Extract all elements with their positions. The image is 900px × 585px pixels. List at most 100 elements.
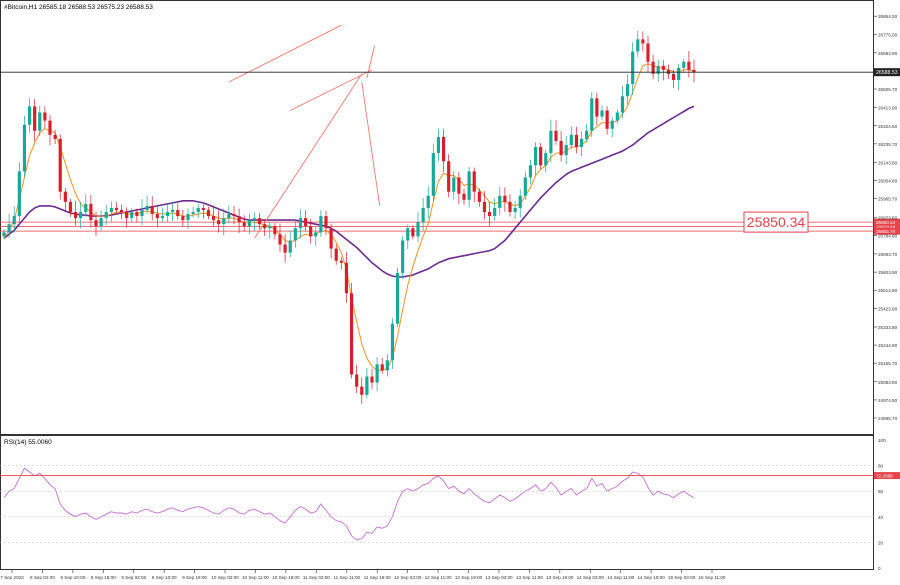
candle-body <box>2 232 6 237</box>
candle-body <box>263 224 267 229</box>
candle-body <box>549 130 553 154</box>
candle-body <box>160 216 165 219</box>
candle-body <box>677 67 681 81</box>
candle-body <box>595 98 599 117</box>
x-tick-label: 7 Sep 2023 <box>0 575 24 580</box>
x-tick-label: 10 Sep 02:00 <box>211 575 239 580</box>
candle-body <box>217 220 221 225</box>
candle-body <box>559 140 563 156</box>
candle-body <box>314 232 318 237</box>
y-tick-label: 25784.80 <box>878 233 898 238</box>
candle-body <box>605 110 609 129</box>
candle-body <box>201 207 205 210</box>
candle-body <box>406 228 410 241</box>
candle-body <box>94 220 98 227</box>
rsi-level-tag <box>874 472 900 480</box>
candle-body <box>155 214 159 219</box>
y-tick-label: 26324.60 <box>878 124 898 129</box>
candle-body <box>462 193 466 200</box>
candle-body <box>176 209 180 217</box>
candle-body <box>227 214 231 219</box>
candle-body <box>12 216 16 225</box>
y-tick-label: 25155.70 <box>878 361 898 366</box>
candle-body <box>171 209 175 213</box>
candle-body <box>539 147 543 166</box>
candle-body <box>303 218 308 227</box>
candle-body <box>600 110 604 117</box>
candle-body <box>63 191 67 202</box>
x-tick-label: 14 Sep 19:00 <box>637 575 665 580</box>
candle-body <box>99 218 103 227</box>
x-tick-label: 11 Sep 19:00 <box>364 575 391 580</box>
candle-body <box>467 171 471 200</box>
candle-body <box>79 212 83 219</box>
y-tick-label: 25423.90 <box>878 307 898 312</box>
candle-body <box>22 124 27 172</box>
candle-body <box>222 218 226 225</box>
candle-body <box>620 96 625 113</box>
candle-body <box>452 177 456 192</box>
y-tick-label: 25693.70 <box>878 252 898 257</box>
candle-body <box>278 234 282 245</box>
candle-body <box>7 224 11 233</box>
y-tick-label: 26235.70 <box>878 142 898 147</box>
x-tick-label: 10 Sep 11:00 <box>242 575 269 580</box>
x-tick-label: 10 Sep 19:00 <box>272 575 300 580</box>
y-tick-label: 25873.60 <box>878 215 898 220</box>
y-tick-label: 26413.90 <box>878 106 898 111</box>
candle-body <box>365 376 369 395</box>
x-tick-label: 8 Sep 18:00 <box>91 575 116 580</box>
y-tick-label: 25965.70 <box>878 197 898 202</box>
current-price-label: 26588.53 <box>876 70 898 76</box>
candle-body <box>252 218 257 221</box>
candle-body <box>411 228 415 237</box>
chart-header: #Bitcoin,H1 26585.18 26588.53 26575.23 2… <box>4 4 153 11</box>
candle-body <box>73 212 78 219</box>
candle-body <box>130 212 134 219</box>
candle-body <box>625 84 630 97</box>
candle-body <box>579 138 584 148</box>
candle-body <box>334 248 338 261</box>
candle-body <box>661 65 665 70</box>
candle-body <box>395 272 400 324</box>
y-tick-label: 25063.90 <box>878 380 898 385</box>
candle-body <box>268 226 272 229</box>
candle-body <box>150 205 154 215</box>
rsi-line <box>3 467 695 541</box>
candle-body <box>416 222 420 237</box>
candle-body <box>636 39 640 52</box>
candle-body <box>232 214 236 217</box>
candle-body <box>631 51 635 85</box>
candle-body <box>339 260 343 263</box>
candle-body <box>457 177 461 194</box>
current-price-tag <box>874 68 900 77</box>
candle-body <box>656 65 660 74</box>
candle-body <box>33 106 37 131</box>
candle-body <box>692 69 696 73</box>
candle-body <box>288 240 292 253</box>
candle-body <box>309 226 313 237</box>
candle-body <box>119 209 124 213</box>
candle-body <box>17 171 21 217</box>
trend-line <box>290 69 373 111</box>
candle-body <box>181 216 185 221</box>
candle-body <box>298 218 303 229</box>
candle-body <box>237 216 241 223</box>
candle-body <box>140 209 144 217</box>
candle-body <box>390 323 395 361</box>
candle-body <box>135 212 139 217</box>
candle-body <box>58 138 62 192</box>
candle-body <box>360 386 364 395</box>
candle-body <box>329 228 333 249</box>
candle-body <box>355 374 359 387</box>
candle-body <box>165 212 170 217</box>
x-tick-label: 15 Sep 03:00 <box>668 575 696 580</box>
candle-body <box>533 147 538 166</box>
candle-body <box>89 203 93 221</box>
y-tick-label: 25244.80 <box>878 343 898 348</box>
candle-body <box>53 134 57 139</box>
x-tick-label: 13 Sep 19:00 <box>546 575 574 580</box>
candle-body <box>615 112 619 121</box>
price-annotation-label: 25850.34 <box>747 214 806 230</box>
candle-body <box>344 262 349 294</box>
